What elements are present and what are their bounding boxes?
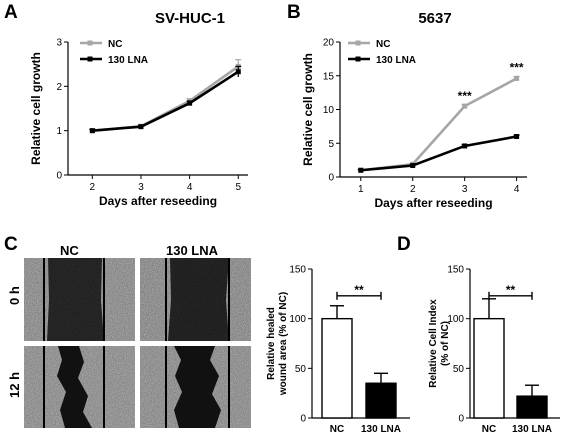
x-axis-label: Days after reseeding	[374, 196, 492, 210]
x-tick-label: 4	[514, 184, 520, 195]
data-point	[514, 75, 520, 81]
x-tick-label: 3	[462, 184, 468, 195]
x-tick-label: 2	[90, 182, 96, 193]
y-axis-label: Relative cell growth	[301, 53, 315, 166]
x-tick-label: 2	[410, 184, 416, 195]
column-label-nc: NC	[60, 243, 79, 258]
image-nc-12h	[24, 346, 135, 428]
y-axis-label: (% of NC)	[440, 321, 451, 366]
y-tick-label: 3	[56, 38, 62, 49]
x-tick-label: NC	[482, 424, 496, 435]
data-point	[514, 134, 520, 139]
wound-healing-images: NC 130 LNA 0 h 12 h	[7, 243, 251, 428]
significance-marker: **	[506, 283, 516, 297]
image-130-lna-0h	[140, 258, 251, 341]
series-line	[92, 70, 239, 132]
row-label-0h: 0 h	[7, 286, 22, 305]
data-point	[462, 103, 468, 109]
y-tick-label: 0	[328, 173, 334, 184]
panel-label-c: C	[4, 234, 18, 255]
y-tick-label: 1	[56, 126, 62, 137]
chart-panel-b: 5637 0 5 10 15 20 1 2 3 4 Days after reseeding Rela…	[301, 10, 527, 210]
data-point	[138, 124, 144, 130]
x-tick-label: 130 LNA	[361, 424, 401, 435]
data-point	[358, 167, 364, 173]
chart-panel-d-bars: 0 50 100 150 Relative Cell Index (% of NC) NC 1…	[428, 265, 560, 435]
y-tick-label: 100	[447, 314, 464, 325]
y-tick-label: 0	[300, 414, 306, 425]
data-point	[462, 143, 468, 149]
panel-label-d: D	[397, 234, 411, 255]
chart-panel-a: SV-HUC-1 0 1 2 3 2 3 4 5 Days after reseeding Rela…	[29, 10, 248, 208]
data-point	[235, 69, 241, 75]
image-130-lna-12h	[140, 346, 251, 428]
y-tick-label: 20	[323, 38, 335, 49]
series-line	[92, 65, 240, 132]
bar	[321, 317, 353, 419]
y-tick-label: 0	[56, 171, 62, 182]
legend-marker	[355, 56, 361, 62]
y-tick-label: 150	[447, 265, 464, 276]
x-tick-label: NC	[330, 424, 344, 435]
legend-marker	[87, 40, 93, 46]
x-tick-label: 4	[187, 182, 193, 193]
y-tick-label: 15	[323, 71, 335, 82]
y-axis-label: Relative Cell Index	[428, 299, 439, 388]
data-point	[89, 128, 95, 134]
data-point	[187, 100, 193, 106]
image-nc-0h	[24, 258, 135, 341]
panel-label-b: B	[287, 2, 301, 23]
legend-label: 130 LNA	[376, 55, 416, 66]
y-axis-label: Relative healed	[266, 307, 277, 380]
legend-label: NC	[376, 39, 390, 50]
y-tick-label: 50	[295, 364, 307, 375]
x-axis-label: Days after reseeding	[99, 194, 217, 208]
bar	[473, 317, 505, 419]
y-tick-label: 50	[453, 364, 465, 375]
legend-label: NC	[108, 39, 122, 50]
y-tick-label: 5	[328, 139, 334, 150]
y-axis-label: Relative cell growth	[29, 52, 43, 165]
chart-title: SV-HUC-1	[155, 10, 225, 27]
legend-label: 130 LNA	[108, 55, 148, 66]
y-tick-label: 150	[289, 265, 306, 276]
chart-panel-c-bars: 0 50 100 150 Relative healed wound area (% of…	[266, 265, 410, 435]
series-line	[360, 135, 517, 172]
y-tick-label: 100	[289, 314, 306, 325]
column-label-130-lna: 130 LNA	[166, 243, 219, 258]
significance-marker: ***	[510, 61, 524, 75]
significance-marker: **	[354, 283, 364, 297]
y-axis-label: wound area (% of NC)	[278, 292, 289, 396]
bar	[365, 382, 397, 419]
legend-marker	[87, 56, 93, 62]
y-tick-label: 0	[458, 414, 464, 425]
x-tick-label: 5	[235, 182, 241, 193]
panel-label-a: A	[4, 2, 18, 23]
chart-title: 5637	[418, 10, 451, 27]
significance-marker: ***	[458, 89, 472, 103]
legend-marker	[355, 40, 361, 46]
y-tick-label: 2	[56, 82, 62, 93]
x-tick-label: 130 LNA	[512, 424, 552, 435]
x-tick-label: 3	[138, 182, 144, 193]
data-point	[410, 163, 416, 169]
bar	[516, 395, 548, 419]
x-tick-label: 1	[358, 184, 364, 195]
row-label-12h: 12 h	[7, 372, 22, 398]
y-tick-label: 10	[323, 105, 335, 116]
